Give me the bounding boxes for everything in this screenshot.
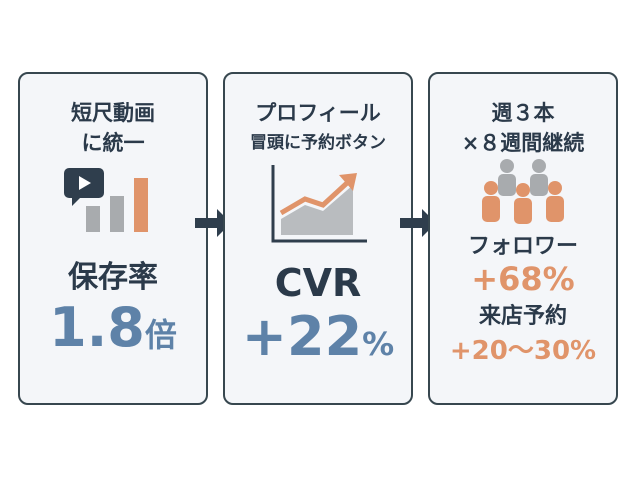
card-title: 短尺動画: [71, 101, 155, 125]
card-title: に統一: [81, 131, 145, 155]
metric-value: +22: [241, 305, 363, 368]
metric-label: CVR: [274, 261, 362, 305]
card-title: プロフィール: [255, 101, 381, 125]
people-icon: [482, 159, 564, 224]
arrow: [195, 209, 231, 237]
metric-unit: 倍: [144, 316, 177, 354]
video-icon: [64, 168, 148, 232]
metric-label: 来店予約: [478, 304, 567, 329]
arrow: [400, 209, 436, 237]
metric-label: フォロワー: [467, 234, 578, 259]
metric-label: 保存率: [68, 260, 158, 295]
metric-value: +20〜30%: [449, 336, 597, 366]
card: 短尺動画 に統一 保存率 1.8倍: [18, 72, 208, 405]
card-title: ×８週間継続: [461, 131, 585, 155]
card: 週３本 ×８週間継続 フォロワー +68% 来店予約 +20〜30%: [428, 72, 618, 405]
growth-icon: [271, 165, 367, 243]
metric-unit: %: [362, 325, 395, 363]
card-subtitle: 冒頭に予約ボタン: [250, 133, 386, 153]
card: プロフィール 冒頭に予約ボタン CVR +22%: [223, 72, 413, 405]
metric-value: 1.8: [49, 296, 145, 359]
card-title: 週３本: [491, 101, 555, 125]
metric-value: +68%: [471, 260, 575, 298]
